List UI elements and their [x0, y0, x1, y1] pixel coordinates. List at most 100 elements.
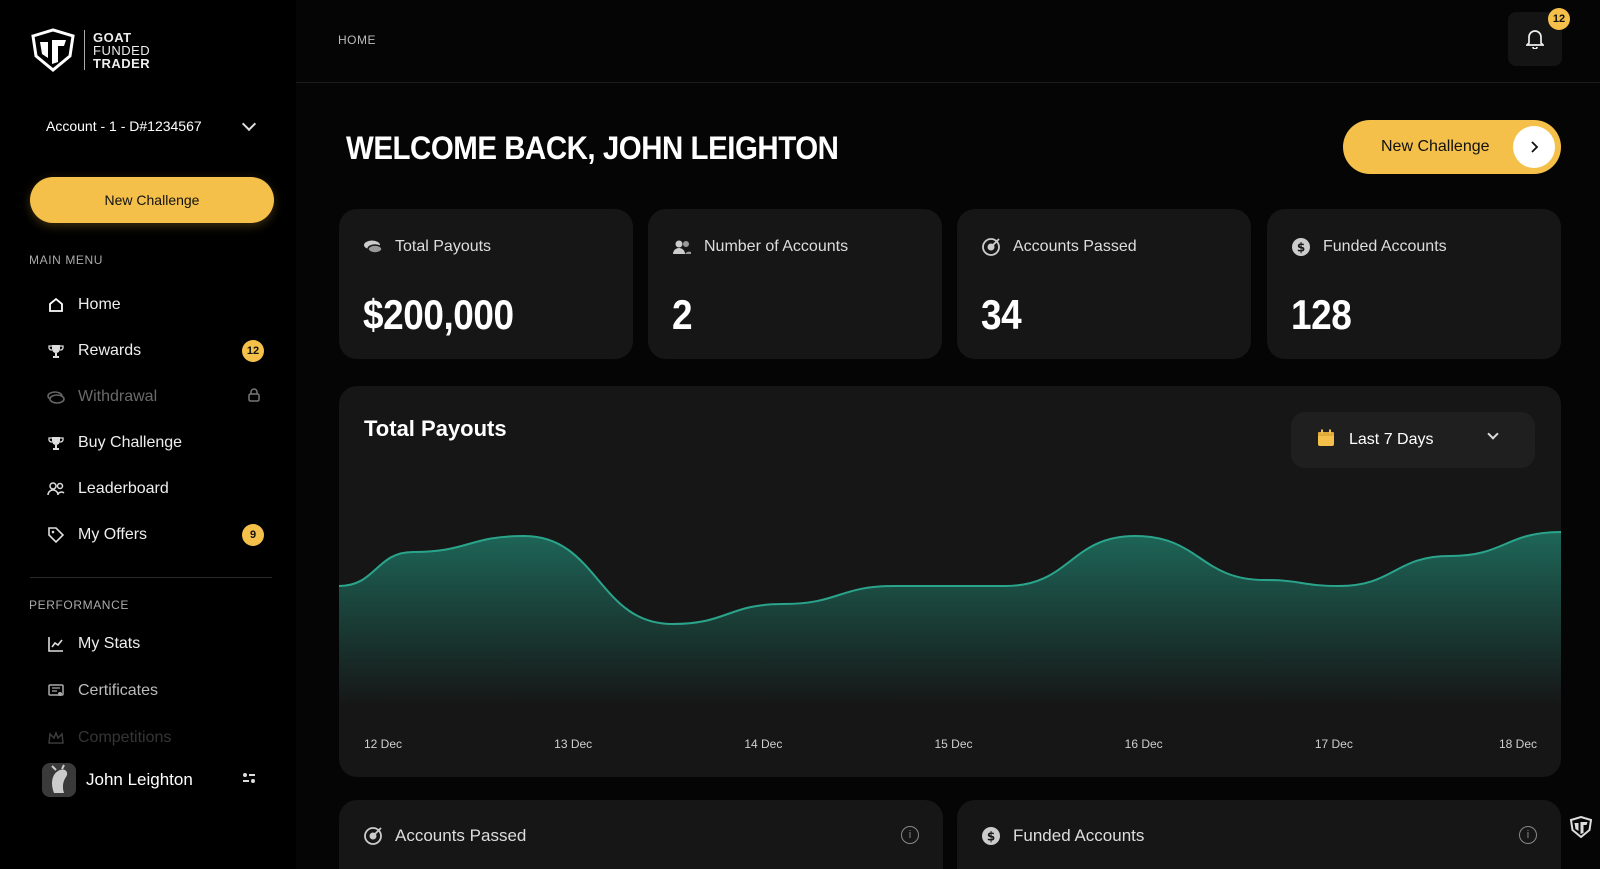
svg-text:$: $ [987, 830, 995, 844]
trophy-icon [46, 341, 66, 361]
sidebar-item-label: Buy Challenge [78, 434, 183, 451]
toggle-icon[interactable] [242, 771, 256, 789]
x-tick-label: 13 Dec [554, 737, 592, 751]
stat-value: 128 [1291, 291, 1352, 338]
sidebar-item-label: Withdrawal [78, 388, 158, 405]
sidebar-item-label: Home [78, 296, 121, 313]
logo-line-1: GOAT [93, 29, 132, 45]
account-select[interactable]: Account - 1 - D#1234567 [46, 116, 258, 134]
card-label: Accounts Passed [395, 826, 527, 845]
date-range-select[interactable]: Last 7 Days [1291, 412, 1535, 468]
certificate-icon [46, 681, 66, 701]
payouts-chart: 12 Dec 13 Dec 14 Dec 15 Dec 16 Dec 17 Dec 18 D… [339, 531, 1561, 751]
sidebar-item-label: My Offers [78, 526, 148, 543]
sidebar-item-my-stats[interactable]: My Stats [46, 629, 264, 659]
target-icon [363, 826, 383, 846]
performance-label: PERFORMANCE [29, 598, 129, 612]
chart-icon [46, 634, 66, 654]
offers-badge: 9 [242, 524, 264, 546]
rewards-badge: 12 [242, 340, 264, 362]
chevron-down-icon [241, 116, 257, 132]
sidebar-item-label: Certificates [78, 682, 159, 699]
chevron-down-icon [1487, 428, 1499, 440]
sidebar-item-label: Rewards [78, 342, 142, 359]
info-icon[interactable]: i [901, 826, 919, 844]
calendar-icon [1317, 429, 1335, 452]
user-profile[interactable]: John Leighton [42, 762, 264, 798]
x-tick-label: 17 Dec [1315, 737, 1353, 751]
logo-separator [84, 30, 85, 70]
new-challenge-label: New Challenge [1381, 138, 1490, 155]
chart-x-axis: 12 Dec 13 Dec 14 Dec 15 Dec 16 Dec 17 Dec 18 D… [364, 737, 1537, 751]
logo-line-2: FUNDED [93, 42, 151, 58]
card-label: Funded Accounts [1013, 826, 1145, 845]
page-title: WELCOME BACK, JOHN LEIGHTON [346, 130, 839, 166]
x-tick-label: 14 Dec [744, 737, 782, 751]
sidebar-item-label: My Stats [78, 635, 141, 652]
sidebar-item-certificates[interactable]: Certificates [46, 676, 264, 706]
coins-icon [363, 237, 383, 257]
chart-area [339, 532, 1561, 706]
sidebar-new-challenge-button[interactable]: New Challenge [30, 177, 274, 223]
sidebar-item-leaderboard[interactable]: Leaderboard [46, 474, 264, 504]
chart-line [339, 531, 1561, 626]
users-icon [46, 479, 66, 499]
x-tick-label: 12 Dec [364, 737, 402, 751]
stat-value: 34 [981, 291, 1022, 338]
x-tick-label: 16 Dec [1125, 737, 1163, 751]
bell-icon [1526, 30, 1544, 49]
stat-card-number-of-accounts: Number of Accounts 2 [648, 209, 942, 359]
stat-card-total-payouts: Total Payouts $200,000 [339, 209, 633, 359]
tag-icon [46, 525, 66, 545]
chart-title: Total Payouts [364, 416, 507, 441]
home-icon [46, 295, 66, 315]
info-icon[interactable]: i [1519, 826, 1537, 844]
stat-label: Funded Accounts [1323, 238, 1447, 255]
accounts-passed-card: Accounts Passed i [339, 800, 943, 869]
goat-shield-logo-icon [31, 28, 75, 72]
svg-text:$: $ [1297, 241, 1305, 255]
sidebar-item-competitions[interactable]: Competitions [46, 723, 264, 753]
breadcrumb[interactable]: HOME [338, 33, 376, 47]
funded-accounts-card: $ Funded Accounts i [957, 800, 1561, 869]
sidebar-item-label: Leaderboard [78, 480, 169, 497]
sidebar-item-label: Competitions [78, 729, 172, 746]
stat-value: $200,000 [363, 291, 514, 338]
main-menu-label: MAIN MENU [29, 253, 104, 267]
top-bar: HOME 12 [296, 0, 1600, 83]
sidebar-item-rewards[interactable]: Rewards 12 [46, 336, 264, 366]
dollar-coin-icon: $ [1291, 237, 1311, 257]
sidebar: GOAT FUNDED TRADER Account - 1 - D#12345… [0, 0, 296, 869]
users-icon [672, 237, 692, 257]
sidebar-item-home[interactable]: Home [46, 290, 264, 320]
brand-logo[interactable]: GOAT FUNDED TRADER [28, 28, 150, 72]
account-label: Account - 1 - D#1234567 [46, 118, 202, 134]
money-icon [46, 387, 66, 407]
notification-badge: 12 [1548, 8, 1570, 30]
new-challenge-button[interactable]: New Challenge [1343, 120, 1561, 174]
sidebar-item-my-offers[interactable]: My Offers 9 [46, 520, 264, 550]
date-range-label: Last 7 Days [1349, 431, 1434, 448]
notifications-button[interactable]: 12 [1508, 8, 1570, 66]
sidebar-item-withdrawal[interactable]: Withdrawal [46, 382, 264, 412]
corner-logo-icon [1568, 815, 1594, 843]
dollar-coin-icon: $ [981, 826, 1001, 846]
chevron-right-icon [1513, 126, 1555, 168]
stat-label: Accounts Passed [1013, 238, 1137, 255]
user-name: John Leighton [86, 770, 193, 789]
payouts-chart-card: 12 Dec 13 Dec 14 Dec 15 Dec 16 Dec 17 Dec 18 D… [339, 386, 1561, 777]
stat-label: Number of Accounts [704, 238, 849, 255]
x-tick-label: 18 Dec [1499, 737, 1537, 751]
avatar [42, 763, 76, 797]
x-tick-label: 15 Dec [935, 737, 973, 751]
stat-card-accounts-passed: Accounts Passed 34 [957, 209, 1251, 359]
trophy-icon [46, 433, 66, 453]
stat-label: Total Payouts [395, 238, 492, 255]
lock-icon [248, 387, 260, 407]
sidebar-item-buy-challenge[interactable]: Buy Challenge [46, 428, 264, 458]
sidebar-divider [30, 577, 272, 578]
target-icon [981, 237, 1001, 257]
stat-card-funded-accounts: $ Funded Accounts 128 [1267, 209, 1561, 359]
logo-wordmark: GOAT FUNDED TRADER [93, 31, 150, 70]
stat-value: 2 [672, 291, 693, 338]
